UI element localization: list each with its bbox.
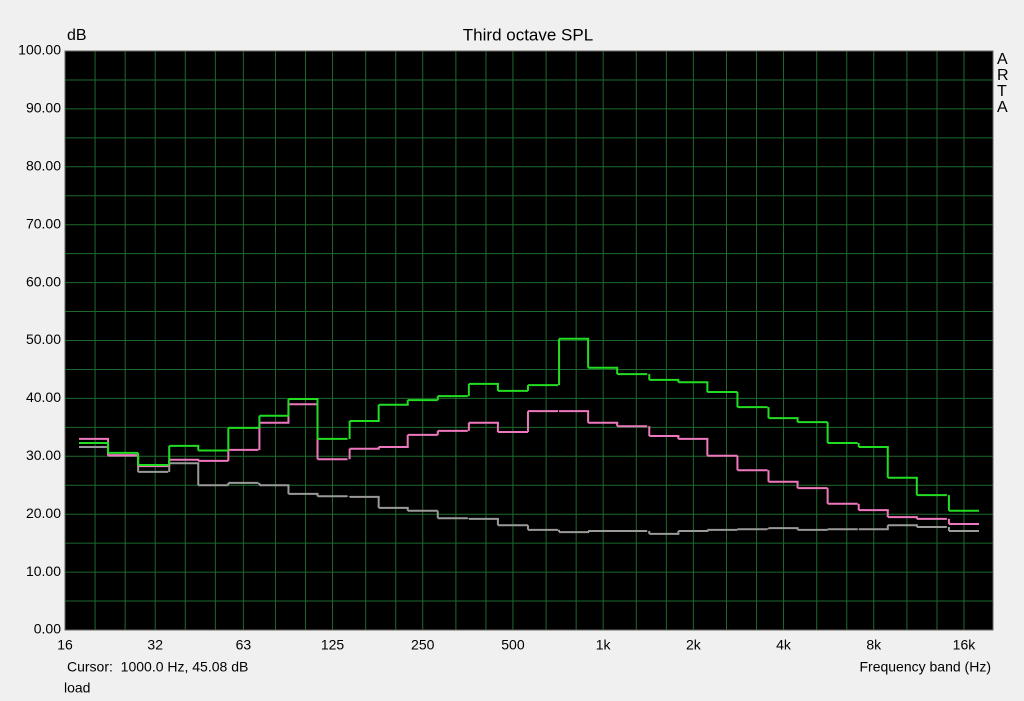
y-tick-label: 100.00	[18, 42, 61, 58]
y-tick-label: 0.00	[34, 621, 61, 637]
x-tick-label: 16k	[953, 637, 977, 653]
x-tick-label: 32	[147, 637, 163, 653]
x-tick-label: 500	[501, 637, 525, 653]
chart-title: Third octave SPL	[463, 25, 593, 44]
status-text: load	[64, 680, 90, 696]
x-tick-label: 16	[57, 637, 73, 653]
y-tick-label: 70.00	[26, 215, 61, 231]
y-tick-label: 80.00	[26, 158, 61, 174]
x-axis-label: Frequency band (Hz)	[859, 659, 991, 675]
y-tick-label: 50.00	[26, 331, 61, 347]
y-tick-label: 60.00	[26, 273, 61, 289]
y-axis-label: dB	[67, 27, 87, 44]
x-tick-label: 4k	[776, 637, 792, 653]
y-tick-label: 20.00	[26, 505, 61, 521]
x-tick-label: 250	[411, 637, 435, 653]
y-tick-label: 40.00	[26, 389, 61, 405]
y-tick-label: 30.00	[26, 447, 61, 463]
x-tick-label: 125	[321, 637, 345, 653]
x-tick-label: 2k	[686, 637, 702, 653]
y-tick-label: 90.00	[26, 100, 61, 116]
x-tick-label: 8k	[866, 637, 882, 653]
watermark: ARTA	[997, 51, 1009, 116]
x-tick-label: 63	[236, 637, 252, 653]
cursor-readout: Cursor: 1000.0 Hz, 45.08 dB	[67, 659, 248, 675]
y-tick-label: 10.00	[26, 563, 61, 579]
x-tick-label: 1k	[596, 637, 612, 653]
plot-border	[64, 50, 994, 631]
